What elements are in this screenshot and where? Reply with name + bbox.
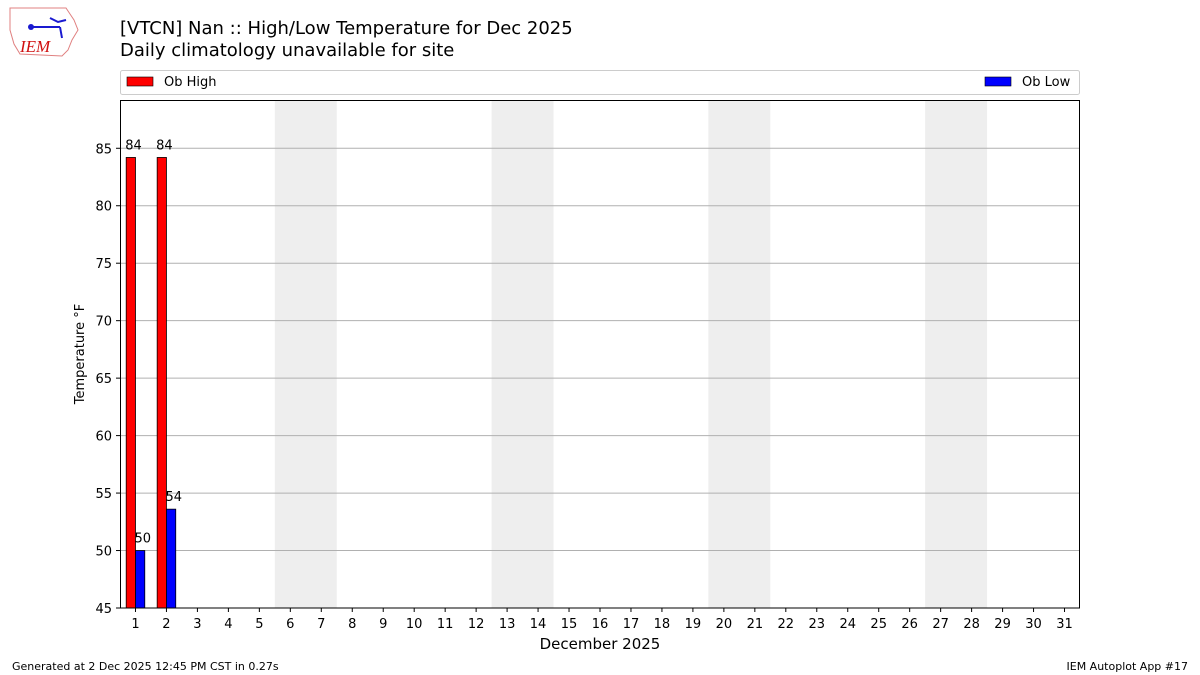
weekend-shade [274,100,337,608]
y-tick-label: 75 [95,257,112,272]
low-bar-label: 54 [165,490,182,505]
x-tick-label: 19 [685,617,702,632]
footer-generated: Generated at 2 Dec 2025 12:45 PM CST in … [12,660,279,673]
legend: Ob High Ob Low [120,70,1080,95]
x-tick-label: 28 [963,617,980,632]
x-tick-label: 7 [317,617,325,632]
chart-subtitle: Daily climatology unavailable for site [120,40,455,61]
high-bar [156,157,167,609]
x-tick-label: 26 [901,617,918,632]
x-tick-label: 16 [592,617,609,632]
x-tick-label: 3 [193,617,201,632]
x-tick-label: 30 [1025,617,1042,632]
x-tick-label: 4 [224,617,232,632]
y-axis-label: Temperature °F [73,304,88,405]
y-tick-label: 70 [95,315,112,330]
x-tick-label: 23 [809,617,826,632]
legend-label-high: Ob High [164,75,217,90]
x-tick-label: 8 [348,617,356,632]
high-bar-label: 84 [156,138,173,153]
y-tick-label: 65 [95,372,112,387]
legend-swatch-low [984,76,1012,87]
x-tick-label: 22 [778,617,795,632]
x-tick-label: 9 [379,617,387,632]
y-tick-label: 85 [95,142,112,157]
x-axis-label: December 2025 [540,635,661,653]
chart-title: [VTCN] Nan :: High/Low Temperature for D… [120,18,573,39]
y-tick-label: 60 [95,430,112,445]
x-tick-label: 25 [870,617,887,632]
x-tick-label: 24 [839,617,856,632]
x-tick-label: 31 [1056,617,1073,632]
x-tick-label: 29 [994,617,1011,632]
x-tick-label: 14 [530,617,547,632]
x-tick-label: 5 [255,617,263,632]
y-tick-label: 55 [95,487,112,502]
x-tick-label: 27 [932,617,949,632]
x-tick-label: 13 [499,617,516,632]
weekend-shade [491,100,554,608]
x-tick-label: 2 [162,617,170,632]
x-tick-label: 1 [131,617,139,632]
y-tick-label: 45 [95,602,112,617]
y-tick-label: 50 [95,545,112,560]
x-tick-label: 11 [437,617,454,632]
y-tick-label: 80 [95,200,112,215]
x-tick-label: 15 [561,617,578,632]
x-tick-label: 6 [286,617,294,632]
footer-app: IEM Autoplot App #17 [1066,660,1189,673]
x-tick-label: 17 [623,617,640,632]
high-bar-label: 84 [125,138,142,153]
svg-text:IEM: IEM [19,37,51,56]
x-tick-label: 18 [654,617,671,632]
low-bar-label: 50 [134,532,151,547]
low-bar [166,508,177,609]
x-tick-label: 21 [747,617,764,632]
legend-swatch-high [126,76,154,87]
x-tick-label: 12 [468,617,485,632]
x-tick-label: 10 [406,617,423,632]
weekend-shade [925,100,988,608]
legend-label-low: Ob Low [1022,75,1071,90]
low-bar [135,550,146,609]
weekend-shade [708,100,771,608]
iem-logo: IEM [9,7,79,57]
x-tick-label: 20 [716,617,733,632]
